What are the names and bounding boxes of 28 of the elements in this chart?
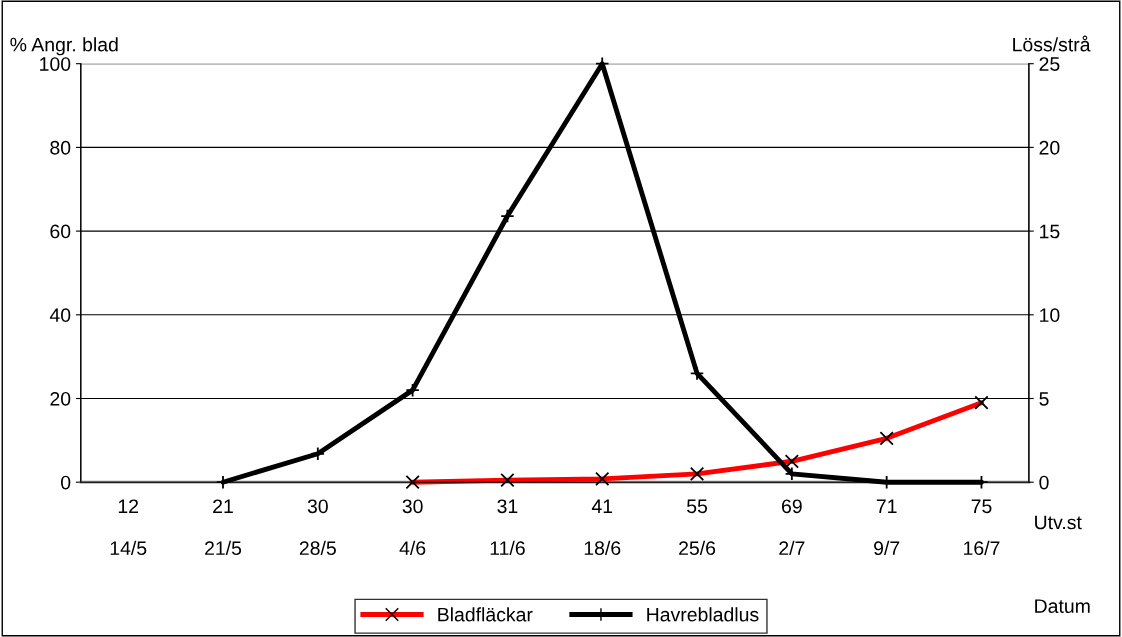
y-tick-label: 20: [50, 391, 71, 406]
category-label: 30 4/6: [399, 499, 426, 556]
category-label: 55 25/6: [679, 499, 716, 556]
y2-tick-label: 10: [1040, 308, 1060, 323]
y2-tick-label: 5: [1039, 392, 1049, 406]
legend-label: Havrebladlus: [647, 607, 759, 622]
y-tick-label: 0: [61, 475, 71, 490]
category-label: 41 18/6: [584, 499, 621, 556]
y-tick-label: 80: [50, 140, 71, 155]
y-axis-title: % Angr. blad: [10, 37, 118, 56]
category-label: 30 28/5: [299, 499, 336, 556]
y2-axis-title: Löss/strå: [1013, 35, 1091, 52]
text: Datum: [1035, 599, 1090, 613]
y2-tick-label: 0: [1039, 475, 1049, 490]
y-tick-label: 40: [49, 308, 71, 323]
category-label: 31 11/6: [490, 499, 525, 556]
legend-label: Bladfläckar: [438, 607, 533, 622]
category-label: 69 2/7: [779, 499, 805, 556]
text: Utv.st: [1035, 515, 1082, 530]
category-label: 75 16/7: [964, 499, 1000, 556]
category-label: 21 21/5: [205, 499, 242, 556]
y2-tick-label: 15: [1040, 224, 1060, 239]
category-label: 12 14/5: [110, 499, 147, 556]
category-label: 71 9/7: [874, 499, 900, 556]
y2-tick-label: 25: [1039, 57, 1060, 71]
y-tick-label: 60: [50, 224, 71, 239]
y2-tick-label: 20: [1039, 140, 1060, 155]
y-tick-label: 100: [40, 57, 71, 71]
